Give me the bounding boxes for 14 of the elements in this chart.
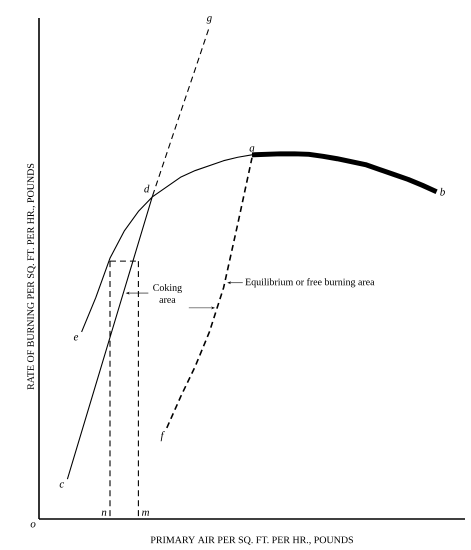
annotation: b (440, 188, 445, 196)
annotation: Coking area (153, 284, 182, 303)
text: o (30, 522, 36, 528)
annotation: a (250, 146, 254, 152)
annotation: c (60, 482, 64, 488)
annotation: m (142, 510, 150, 516)
text: g (206, 16, 212, 24)
y-axis-title: RATE OF BURNING PER SQ. FT. PER HR., POUNDS (27, 164, 36, 390)
annotation: f (160, 431, 165, 442)
annotation: Equilibrium or free burning area (245, 278, 374, 288)
annotation: e (74, 335, 78, 340)
annotation: d (144, 184, 150, 192)
annotation: n (102, 510, 106, 516)
x-axis-title: PRIMARY AIR PER SQ. FT. PER HR., POUNDS (150, 536, 353, 545)
